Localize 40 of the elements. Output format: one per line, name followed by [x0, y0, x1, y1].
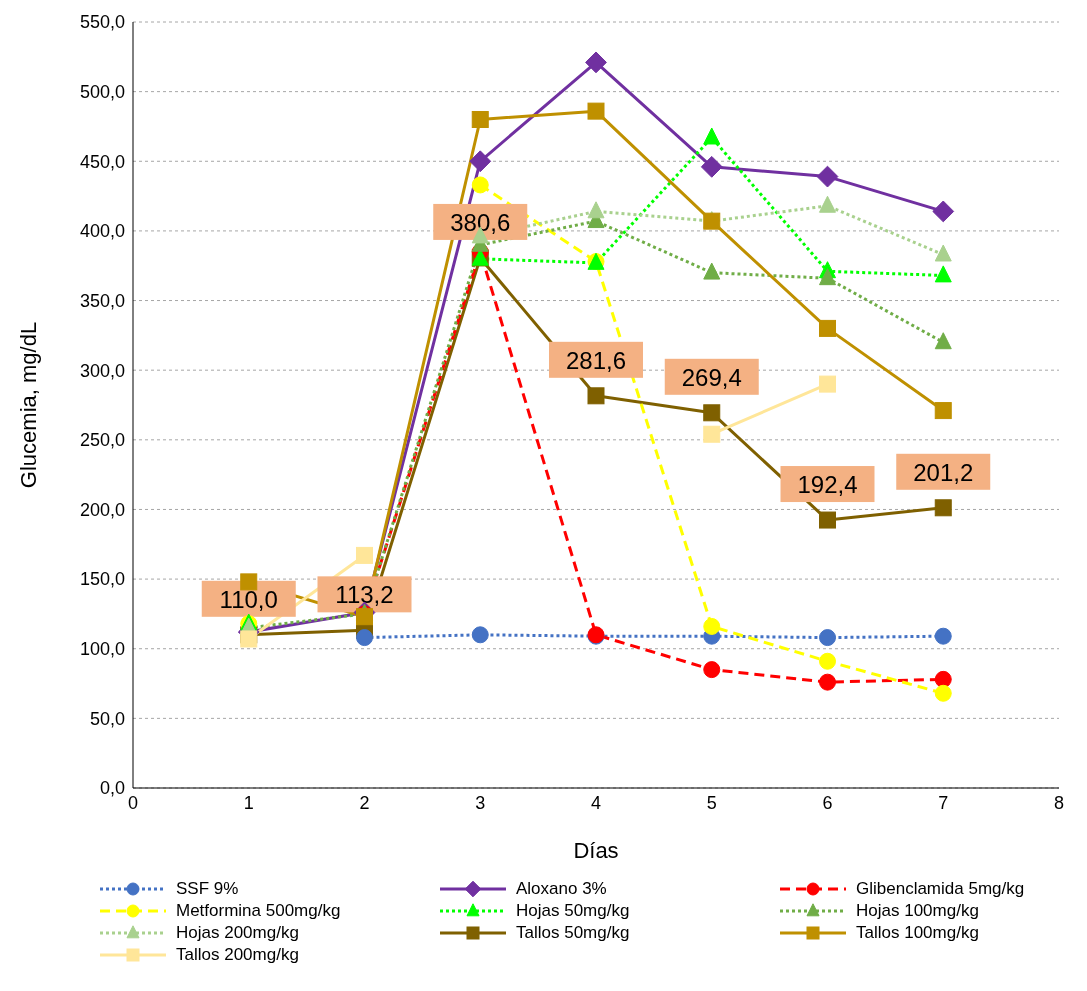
y-tick-label: 200,0 — [79, 499, 125, 520]
x-tick-label: 5 — [706, 792, 717, 813]
y-tick-label: 550,0 — [79, 12, 125, 33]
y-tick-label: 350,0 — [79, 290, 125, 311]
y-tick-label: 300,0 — [79, 360, 125, 381]
x-tick-label: 3 — [475, 792, 486, 813]
y-tick-label: 0,0 — [99, 778, 125, 799]
y-axis-title: Glucemia, mg/dL — [15, 321, 41, 489]
legend-label: Glibenclamida 5mg/kg — [856, 879, 1025, 899]
legend-label: SSF 9% — [176, 879, 239, 899]
data-label: 113,2 — [335, 581, 394, 609]
y-tick-label: 100,0 — [79, 639, 125, 660]
x-tick-label: 1 — [243, 792, 254, 813]
legend-label: Hojas 100mg/kg — [856, 901, 979, 921]
legend-label: Tallos 200mg/kg — [176, 945, 299, 965]
x-tick-label: 0 — [127, 792, 139, 813]
x-tick-label: 7 — [938, 792, 949, 813]
y-tick-label: 50,0 — [89, 708, 125, 729]
legend-label: Aloxano 3% — [516, 879, 607, 899]
data-label: 281,6 — [565, 346, 627, 374]
y-tick-label: 450,0 — [79, 151, 125, 172]
data-label: 192,4 — [797, 471, 858, 499]
x-tick-label: 6 — [822, 792, 833, 813]
y-tick-label: 150,0 — [79, 569, 125, 590]
legend-label: Metformina 500mg/kg — [176, 901, 341, 921]
data-label: 201,2 — [913, 458, 974, 486]
y-tick-label: 500,0 — [79, 82, 125, 103]
x-axis-title: Días — [573, 838, 619, 863]
x-tick-label: 2 — [359, 792, 370, 813]
legend-label: Tallos 100mg/kg — [856, 923, 979, 943]
x-tick-label: 8 — [1053, 792, 1065, 813]
data-label: 380,6 — [450, 208, 511, 236]
x-tick-label: 4 — [590, 792, 602, 813]
data-label: 110,0 — [219, 585, 278, 613]
legend-label: Hojas 200mg/kg — [176, 923, 299, 943]
y-tick-label: 400,0 — [79, 221, 125, 242]
data-label: 269,4 — [681, 363, 742, 391]
legend-label: Hojas 50mg/kg — [516, 901, 630, 921]
y-tick-label: 250,0 — [79, 430, 125, 451]
legend-label: Tallos 50mg/kg — [516, 923, 630, 943]
